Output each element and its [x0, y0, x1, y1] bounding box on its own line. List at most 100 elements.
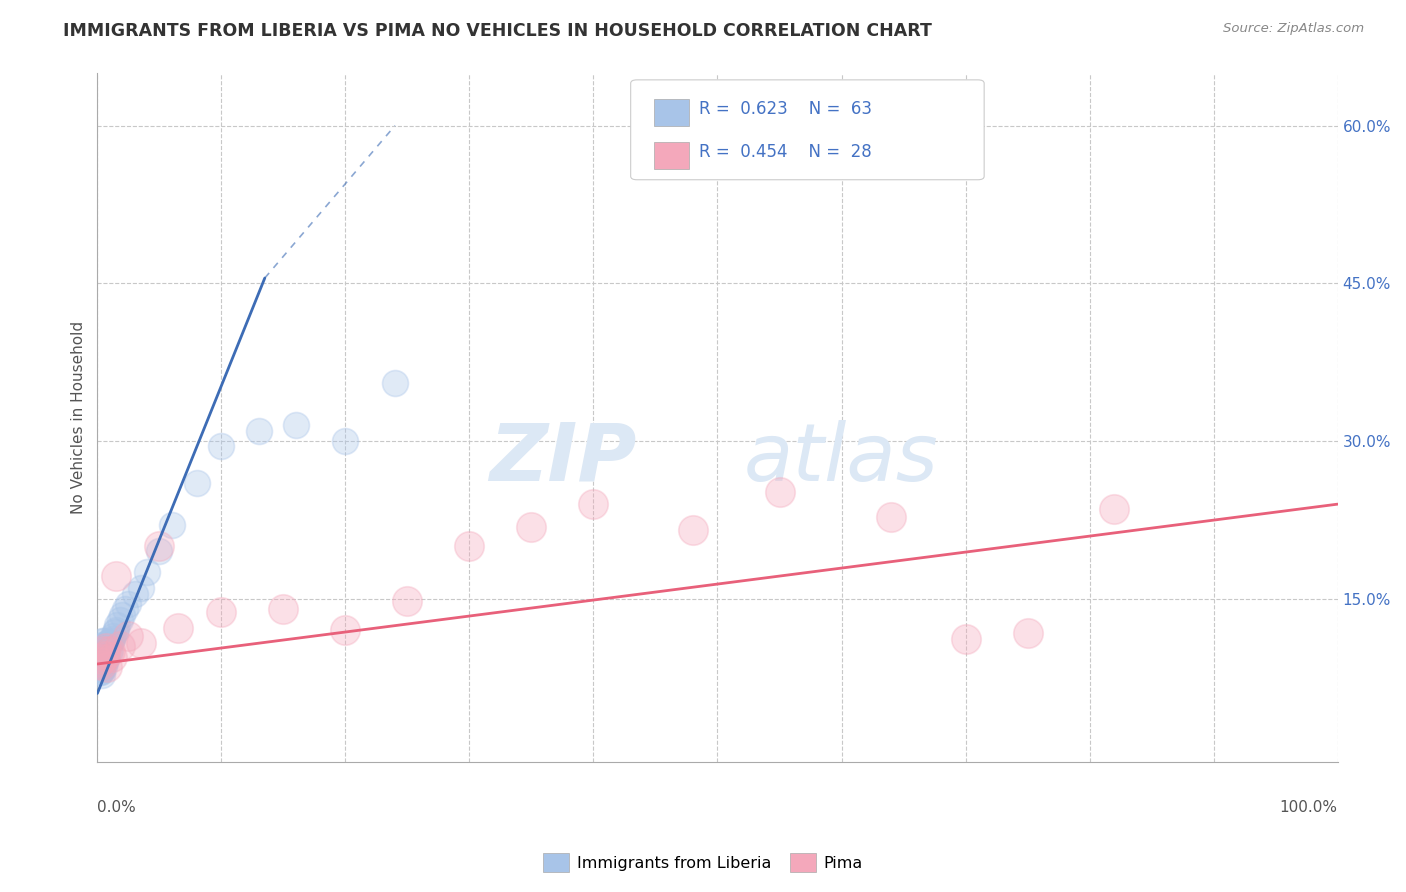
- Point: [90, 665, 112, 680]
- Point: [90, 644, 112, 658]
- Text: IMMIGRANTS FROM LIBERIA VS PIMA NO VEHICLES IN HOUSEHOLD CORRELATION CHART: IMMIGRANTS FROM LIBERIA VS PIMA NO VEHIC…: [63, 22, 932, 40]
- Legend: Immigrants from Liberia, Pima: Immigrants from Liberia, Pima: [536, 845, 870, 880]
- Point: [89, 655, 111, 669]
- Point: [96, 647, 118, 661]
- Point: [94, 641, 117, 656]
- FancyBboxPatch shape: [654, 99, 689, 126]
- Point: [93, 644, 115, 658]
- Point: [111, 607, 134, 622]
- Point: [117, 597, 139, 611]
- Point: [96, 639, 118, 653]
- Point: [396, 594, 419, 608]
- Point: [90, 662, 112, 676]
- Point: [90, 655, 112, 669]
- Point: [89, 655, 111, 669]
- Point: [129, 636, 152, 650]
- Point: [335, 624, 357, 638]
- Point: [94, 648, 117, 663]
- Point: [458, 539, 481, 553]
- Point: [91, 659, 114, 673]
- Point: [1017, 626, 1039, 640]
- FancyBboxPatch shape: [631, 80, 984, 180]
- Point: [108, 639, 131, 653]
- Point: [167, 621, 190, 635]
- Point: [93, 644, 115, 658]
- Point: [91, 663, 114, 677]
- Point: [89, 644, 111, 658]
- Text: ZIP: ZIP: [489, 420, 637, 498]
- Point: [91, 642, 114, 657]
- Point: [89, 665, 111, 680]
- Point: [90, 651, 112, 665]
- Point: [273, 602, 295, 616]
- Text: R =  0.623    N =  63: R = 0.623 N = 63: [699, 100, 872, 119]
- Point: [93, 655, 115, 669]
- Point: [90, 658, 112, 673]
- Point: [91, 638, 114, 652]
- Point: [124, 586, 146, 600]
- Point: [94, 655, 117, 669]
- Point: [100, 633, 122, 648]
- Point: [1104, 502, 1126, 516]
- Point: [384, 376, 406, 391]
- Point: [93, 649, 115, 664]
- Point: [96, 660, 118, 674]
- Point: [94, 644, 117, 658]
- Point: [129, 581, 152, 595]
- Point: [89, 660, 111, 674]
- Point: [87, 655, 110, 669]
- Point: [768, 484, 790, 499]
- Point: [209, 439, 232, 453]
- FancyBboxPatch shape: [654, 142, 689, 169]
- Point: [98, 644, 121, 658]
- Text: atlas: atlas: [744, 420, 939, 498]
- Text: 100.0%: 100.0%: [1279, 799, 1337, 814]
- Point: [582, 497, 605, 511]
- Point: [98, 644, 121, 658]
- Point: [955, 632, 977, 646]
- Point: [108, 613, 131, 627]
- Point: [93, 660, 115, 674]
- Point: [94, 637, 117, 651]
- Point: [94, 651, 117, 665]
- Point: [93, 633, 115, 648]
- Point: [148, 544, 170, 558]
- Point: [91, 651, 114, 665]
- Point: [114, 602, 136, 616]
- Point: [90, 641, 112, 656]
- Y-axis label: No Vehicles in Household: No Vehicles in Household: [72, 321, 86, 514]
- Point: [87, 649, 110, 664]
- Point: [97, 644, 120, 658]
- Point: [335, 434, 357, 448]
- Point: [160, 518, 183, 533]
- Point: [148, 539, 170, 553]
- Point: [104, 568, 127, 582]
- Point: [90, 658, 112, 673]
- Point: [91, 633, 114, 648]
- Point: [91, 650, 114, 665]
- Point: [91, 667, 114, 681]
- Point: [103, 629, 125, 643]
- Point: [682, 524, 704, 538]
- Point: [105, 618, 128, 632]
- Point: [94, 649, 117, 664]
- Text: R =  0.454    N =  28: R = 0.454 N = 28: [699, 143, 872, 161]
- Point: [91, 647, 114, 661]
- Point: [520, 520, 543, 534]
- Point: [209, 606, 232, 620]
- Point: [247, 424, 270, 438]
- Point: [880, 509, 903, 524]
- Point: [97, 636, 120, 650]
- Point: [89, 649, 111, 664]
- Point: [101, 649, 124, 664]
- Text: 0.0%: 0.0%: [97, 799, 136, 814]
- Point: [98, 636, 121, 650]
- Point: [136, 566, 159, 580]
- Text: Source: ZipAtlas.com: Source: ZipAtlas.com: [1223, 22, 1364, 36]
- Point: [104, 625, 127, 640]
- Point: [93, 639, 115, 653]
- Point: [186, 476, 208, 491]
- Point: [91, 655, 114, 669]
- Point: [284, 418, 307, 433]
- Point: [101, 632, 124, 646]
